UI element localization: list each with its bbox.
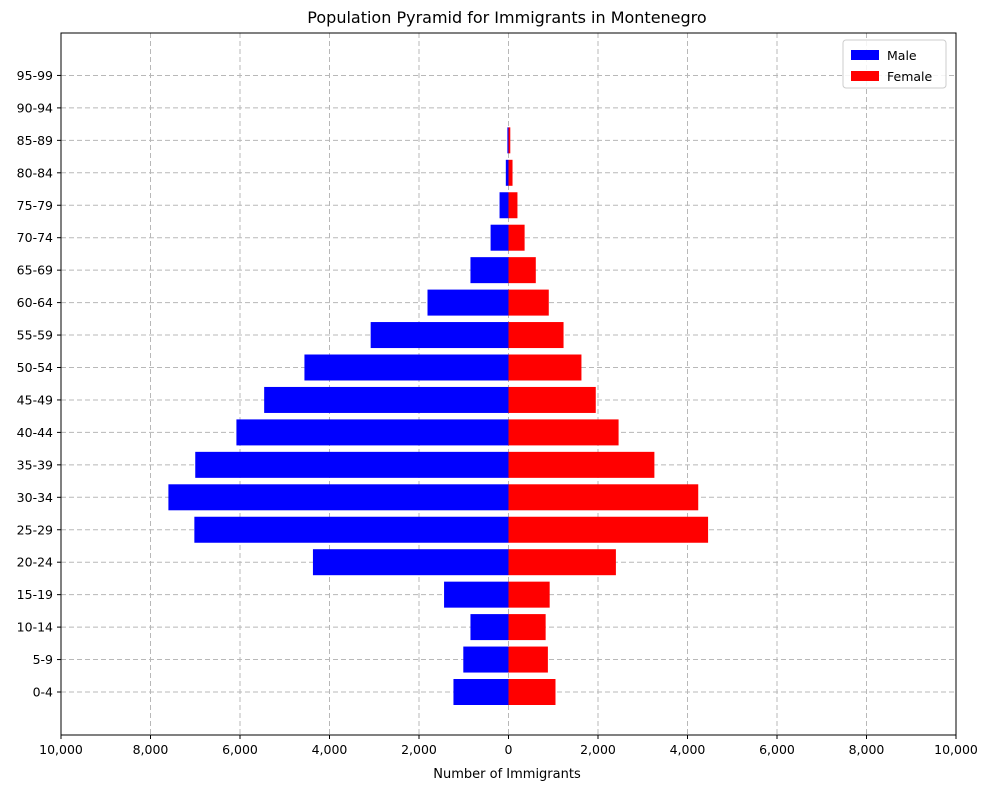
x-tick-label: 8,000 [849, 742, 885, 757]
y-tick-label: 15-19 [17, 587, 53, 602]
bar-female-70-74 [508, 224, 525, 251]
bar-female-30-34 [508, 484, 699, 511]
bar-male-35-39 [195, 451, 509, 478]
bar-male-10-14 [470, 614, 509, 641]
y-tick-label: 60-64 [17, 295, 53, 310]
x-tick-label: 6,000 [222, 742, 258, 757]
legend-label-male: Male [887, 48, 917, 63]
bar-female-40-44 [508, 419, 619, 446]
x-axis-label: Number of Immigrants [433, 767, 581, 782]
legend-swatch-female [851, 71, 879, 81]
bar-female-55-59 [508, 322, 564, 349]
y-tick-label: 25-29 [17, 522, 53, 537]
bar-female-20-24 [508, 549, 616, 576]
y-tick-label: 0-4 [33, 685, 53, 700]
bar-female-80-84 [508, 159, 513, 186]
bar-female-60-64 [508, 289, 549, 316]
y-tick-label: 30-34 [17, 490, 53, 505]
bar-male-50-54 [304, 354, 509, 381]
bar-female-75-79 [508, 192, 518, 219]
x-tick-label: 10,000 [934, 742, 978, 757]
y-tick-label: 40-44 [17, 425, 53, 440]
y-tick-label: 65-69 [17, 263, 53, 278]
y-tick-label: 45-49 [17, 392, 53, 407]
y-tick-label: 90-94 [17, 100, 53, 115]
bar-female-0-4 [508, 679, 556, 705]
bar-female-15-19 [508, 581, 550, 608]
bar-male-45-49 [264, 386, 509, 413]
x-tick-label: 6,000 [759, 742, 795, 757]
legend: Male Female [842, 39, 947, 89]
y-tick-label: 70-74 [17, 230, 53, 245]
x-axis-ticks: 10,000 8,000 6,000 4,000 2,000 0 2,000 4,000 6,0… [39, 735, 978, 757]
bar-female-35-39 [508, 451, 655, 478]
chart-title: Population Pyramid for Immigrants in Mon… [307, 8, 706, 27]
bar-female-45-49 [508, 386, 596, 413]
x-tick-label: 8,000 [133, 742, 169, 757]
bar-female-65-69 [508, 257, 536, 284]
y-tick-label: 50-54 [17, 360, 53, 375]
bar-male-75-79 [499, 192, 509, 219]
bar-female-5-9 [508, 646, 548, 673]
x-tick-label: 2,000 [401, 742, 437, 757]
bar-female-25-29 [508, 516, 709, 543]
bar-male-25-29 [194, 516, 509, 543]
legend-label-female: Female [887, 69, 933, 84]
bar-female-85-89 [508, 127, 511, 154]
bar-male-65-69 [470, 257, 509, 284]
y-tick-label: 85-89 [17, 133, 53, 148]
bar-male-60-64 [427, 289, 509, 316]
bar-female-10-14 [508, 614, 546, 641]
bar-male-20-24 [312, 549, 509, 576]
x-tick-label: 4,000 [670, 742, 706, 757]
bar-male-40-44 [236, 419, 509, 446]
x-tick-label: 10,000 [39, 742, 83, 757]
grid-lines [60, 33, 957, 735]
bar-male-70-74 [490, 224, 509, 251]
y-tick-label: 35-39 [17, 457, 53, 472]
y-tick-label: 10-14 [17, 620, 53, 635]
y-tick-label: 20-24 [17, 555, 53, 570]
bars [168, 127, 709, 705]
bar-male-85-89 [507, 127, 509, 154]
legend-swatch-male [851, 50, 879, 60]
y-axis-ticks: 0-4 5-9 10-14 15-19 20-24 25-29 30-34 35-39 40-4… [17, 68, 61, 700]
bar-male-55-59 [370, 322, 509, 349]
y-tick-label: 80-84 [17, 165, 53, 180]
x-tick-label: 2,000 [580, 742, 616, 757]
bar-female-50-54 [508, 354, 582, 381]
y-tick-label: 95-99 [17, 68, 53, 83]
x-tick-label: 4,000 [312, 742, 348, 757]
bar-male-0-4 [453, 679, 509, 705]
bar-male-5-9 [463, 646, 509, 673]
y-tick-label: 75-79 [17, 198, 53, 213]
bar-male-15-19 [444, 581, 509, 608]
bar-male-30-34 [168, 484, 509, 511]
x-tick-label: 0 [505, 742, 513, 757]
y-tick-label: 5-9 [33, 652, 53, 667]
bar-male-80-84 [505, 159, 509, 186]
y-tick-label: 55-59 [17, 328, 53, 343]
